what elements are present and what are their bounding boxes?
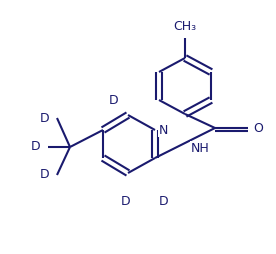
Text: CH₃: CH₃ [173, 20, 197, 33]
Text: D: D [39, 168, 49, 182]
Text: NH: NH [191, 141, 209, 154]
Text: D: D [30, 140, 40, 153]
Text: D: D [108, 93, 118, 106]
Text: D: D [159, 195, 169, 208]
Text: N: N [159, 123, 168, 136]
Text: O: O [253, 121, 263, 135]
Text: D: D [39, 112, 49, 124]
Text: D: D [121, 195, 131, 208]
